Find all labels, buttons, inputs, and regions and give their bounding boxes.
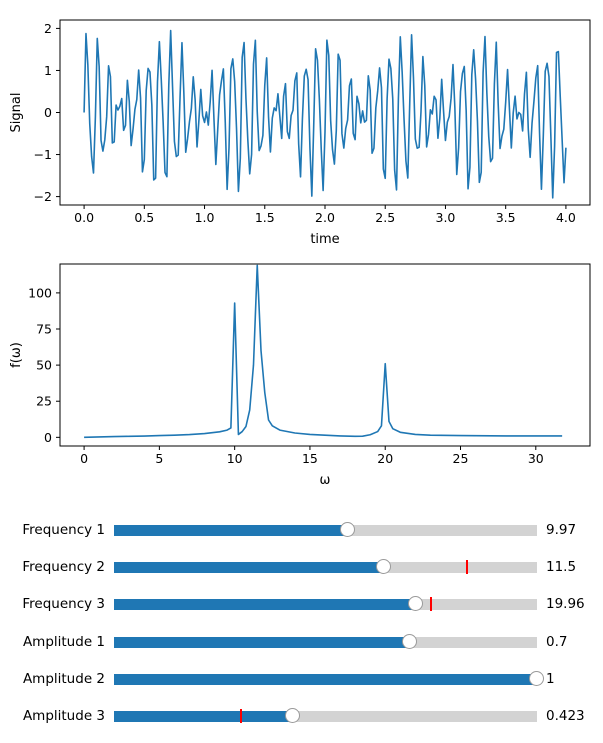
slider-label: Amplitude 1: [22, 634, 105, 650]
y-tick-label: 50: [36, 358, 52, 373]
slider-amplitude-2: Amplitude 2 1: [0, 668, 603, 692]
x-axis-label: time: [310, 232, 339, 247]
slider-label: Frequency 2: [22, 559, 105, 575]
slider-track[interactable]: [114, 596, 537, 611]
slider-handle[interactable]: [402, 634, 418, 649]
series-line-2: [84, 264, 563, 439]
x-tick-label: 10: [227, 451, 243, 466]
slider-label: Amplitude 2: [22, 671, 105, 687]
y-tick-label: 25: [36, 394, 52, 409]
y-axis-label: Signal: [9, 93, 24, 133]
slider-value: 1: [546, 671, 555, 687]
slider-fill: [114, 674, 537, 685]
slider-track[interactable]: [114, 634, 537, 649]
x-tick-label: 25: [453, 451, 469, 466]
slider-handle[interactable]: [376, 559, 392, 574]
slider-amplitude-1: Amplitude 1 0.7: [0, 631, 603, 655]
x-tick-label: 4.0: [556, 210, 576, 225]
slider-handle[interactable]: [529, 671, 544, 686]
slider-track[interactable]: [114, 708, 537, 723]
slider-label: Frequency 3: [22, 596, 105, 612]
y-tick-label: 100: [28, 285, 52, 300]
chart-1: 0.0 0.5 1.0 1.5 2.0 2.5 3.0 3.5 4.0 −2 −1 0 1 2 time Si…: [9, 19, 591, 247]
y-tick-label: 0: [44, 430, 52, 445]
x-tick-label: 0.0: [74, 210, 94, 225]
slider-label: Frequency 1: [22, 522, 105, 538]
x-tick-label: 5: [155, 451, 163, 466]
x-tick-label: 1.0: [195, 210, 215, 225]
slider-value: 19.96: [546, 596, 585, 612]
y-tick-label: −1: [34, 147, 52, 162]
figure: 0.0 0.5 1.0 1.5 2.0 2.5 3.0 3.5 4.0 −2 −1 0 1 2 time Si…: [9, 19, 591, 488]
slider-amplitude-3: Amplitude 3 0.423: [0, 705, 603, 729]
slider-handle[interactable]: [340, 522, 356, 537]
x-tick-label: 3.5: [496, 210, 516, 225]
slider-frequency-3: Frequency 3 19.96: [0, 593, 603, 617]
slider-fill: [114, 599, 416, 610]
x-tick-label: 1.5: [255, 210, 275, 225]
slider-track[interactable]: [114, 522, 537, 537]
y-tick-label: 0: [44, 105, 52, 120]
chart-2: 0 5 10 15 20 25 30 0 25 50 75 100 ω f(ω): [9, 263, 591, 488]
slider-track[interactable]: [114, 559, 537, 574]
y-tick-label: 1: [44, 63, 52, 78]
slider-value: 0.423: [546, 708, 585, 724]
slider-initial-marker: [465, 560, 468, 574]
slider-track[interactable]: [114, 671, 544, 686]
y-tick-label: 75: [36, 322, 52, 337]
x-tick-label: 30: [528, 451, 544, 466]
x-tick-label: 2.0: [315, 210, 335, 225]
slider-label: Amplitude 3: [22, 708, 105, 724]
x-tick-label: 0: [80, 451, 88, 466]
slider-frequency-1: Frequency 1 9.97: [0, 519, 603, 543]
slider-fill: [114, 637, 411, 648]
slider-value: 9.97: [546, 522, 577, 538]
slider-initial-marker: [239, 709, 242, 723]
slider-value: 11.5: [546, 559, 577, 575]
x-tick-label: 0.5: [134, 210, 154, 225]
axes-frame: [59, 263, 591, 447]
slider-fill: [114, 711, 293, 722]
x-tick-label: 2.5: [375, 210, 395, 225]
x-axis-label: ω: [320, 473, 331, 488]
y-axis-label: f(ω): [9, 342, 24, 368]
y-tick-label: 2: [44, 21, 52, 36]
slider-handle[interactable]: [407, 596, 423, 611]
slider-fill: [114, 562, 385, 573]
x-tick-label: 15: [302, 451, 318, 466]
x-tick-label: 3.0: [436, 210, 456, 225]
y-tick-label: −2: [34, 189, 52, 204]
series-line-1: [83, 29, 567, 199]
slider-value: 0.7: [546, 634, 568, 650]
slider-handle[interactable]: [284, 708, 300, 723]
slider-initial-marker: [430, 597, 433, 611]
slider-frequency-2: Frequency 2 11.5: [0, 556, 603, 580]
x-tick-label: 20: [377, 451, 393, 466]
slider-fill: [114, 525, 349, 536]
